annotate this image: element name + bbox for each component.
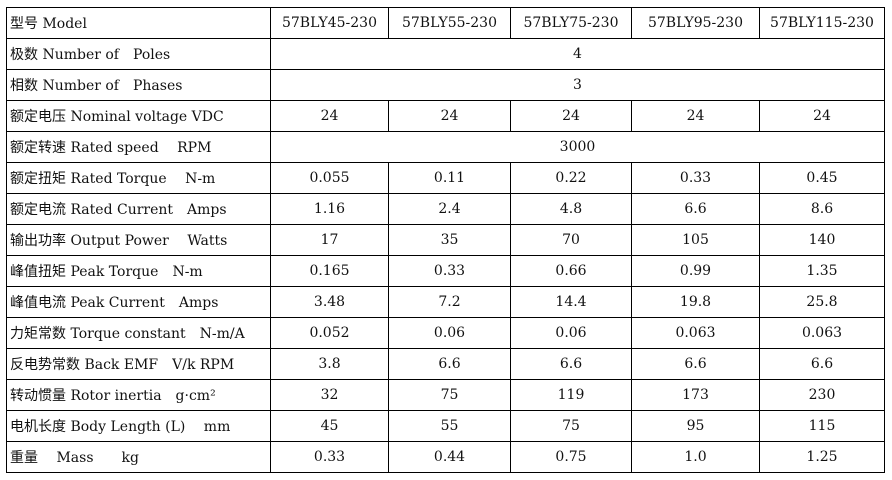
spec-value-cell: 55 bbox=[388, 410, 511, 442]
spec-label-cell: 额定电流 Rated Current Amps bbox=[6, 193, 271, 225]
spec-value-cell: 75 bbox=[388, 379, 511, 411]
spec-label-cell: 输出功率 Output Power Watts bbox=[6, 224, 271, 256]
spec-value-cell: 0.22 bbox=[510, 162, 632, 194]
spec-value-cell: 0.66 bbox=[510, 255, 632, 287]
spec-row: 额定扭矩 Rated Torque N-m 0.055 0.11 0.22 0.33 0.… bbox=[6, 162, 885, 194]
spec-value-cell: 0.055 bbox=[270, 162, 389, 194]
spec-row: 额定电流 Rated Current Amps 1.16 2.4 4.8 6.6 8.6 bbox=[6, 193, 885, 225]
spec-value-cell: 8.6 bbox=[759, 193, 885, 225]
spec-value-cell: 3.48 bbox=[270, 286, 389, 318]
spec-label-cell: 反电势常数 Back EMF V/k RPM bbox=[6, 348, 271, 380]
spec-value-cell: 0.45 bbox=[759, 162, 885, 194]
spec-shared-value-cell: 3 bbox=[270, 69, 885, 101]
spec-row: 转动惯量 Rotor inertia g·cm² 32 75 119 173 230 bbox=[6, 379, 885, 411]
spec-value-cell: 14.4 bbox=[510, 286, 632, 318]
spec-value-cell: 115 bbox=[759, 410, 885, 442]
spec-value-cell: 1.35 bbox=[759, 255, 885, 287]
spec-value-cell: 25.8 bbox=[759, 286, 885, 318]
spec-row: 额定转速 Rated speed RPM 3000 bbox=[6, 131, 885, 163]
spec-label-cell: 额定转速 Rated speed RPM bbox=[6, 131, 271, 163]
model-cell: 57BLY115-230 bbox=[759, 7, 885, 39]
spec-value-cell: 24 bbox=[388, 100, 511, 132]
spec-label-cell: 极数 Number of Poles bbox=[6, 38, 271, 70]
spec-value-cell: 105 bbox=[631, 224, 760, 256]
spec-value-cell: 0.75 bbox=[510, 441, 632, 473]
spec-value-cell: 19.8 bbox=[631, 286, 760, 318]
spec-value-cell: 6.6 bbox=[631, 348, 760, 380]
spec-label-cell: 峰值扭矩 Peak Torque N-m bbox=[6, 255, 271, 287]
spec-row: 反电势常数 Back EMF V/k RPM 3.8 6.6 6.6 6.6 6.6 bbox=[6, 348, 885, 380]
spec-shared-value-cell: 4 bbox=[270, 38, 885, 70]
spec-label-cell: 相数 Number of Phases bbox=[6, 69, 271, 101]
spec-value-cell: 6.6 bbox=[510, 348, 632, 380]
header-label-cell: 型号 Model bbox=[6, 7, 271, 39]
spec-value-cell: 0.06 bbox=[510, 317, 632, 349]
spec-label-cell: 峰值电流 Peak Current Amps bbox=[6, 286, 271, 318]
spec-value-cell: 75 bbox=[510, 410, 632, 442]
spec-value-cell: 45 bbox=[270, 410, 389, 442]
spec-value-cell: 0.06 bbox=[388, 317, 511, 349]
spec-value-cell: 6.6 bbox=[759, 348, 885, 380]
header-row: 型号 Model 57BLY45-230 57BLY55-230 57BLY75… bbox=[6, 7, 885, 39]
spec-value-cell: 1.0 bbox=[631, 441, 760, 473]
spec-row: 重量 Mass kg 0.33 0.44 0.75 1.0 1.25 bbox=[6, 441, 885, 473]
spec-row: 相数 Number of Phases 3 bbox=[6, 69, 885, 101]
spec-value-cell: 24 bbox=[631, 100, 760, 132]
spec-value-cell: 119 bbox=[510, 379, 632, 411]
spec-value-cell: 1.25 bbox=[759, 441, 885, 473]
spec-row: 电机长度 Body Length (L) mm 45 55 75 95 115 bbox=[6, 410, 885, 442]
spec-value-cell: 35 bbox=[388, 224, 511, 256]
spec-value-cell: 70 bbox=[510, 224, 632, 256]
spec-value-cell: 140 bbox=[759, 224, 885, 256]
spec-value-cell: 32 bbox=[270, 379, 389, 411]
spec-value-cell: 0.33 bbox=[270, 441, 389, 473]
spec-row: 力矩常数 Torque constant N-m/A 0.052 0.06 0.06 0… bbox=[6, 317, 885, 349]
spec-value-cell: 3.8 bbox=[270, 348, 389, 380]
model-cell: 57BLY75-230 bbox=[510, 7, 632, 39]
spec-value-cell: 0.33 bbox=[388, 255, 511, 287]
spec-label-cell: 转动惯量 Rotor inertia g·cm² bbox=[6, 379, 271, 411]
spec-row: 峰值扭矩 Peak Torque N-m 0.165 0.33 0.66 0.99 1.3… bbox=[6, 255, 885, 287]
spec-value-cell: 95 bbox=[631, 410, 760, 442]
spec-label-cell: 额定电压 Nominal voltage VDC bbox=[6, 100, 271, 132]
spec-value-cell: 7.2 bbox=[388, 286, 511, 318]
spec-table-body: 型号 Model 57BLY45-230 57BLY55-230 57BLY75… bbox=[6, 7, 885, 473]
spec-row: 输出功率 Output Power Watts 17 35 70 105 140 bbox=[6, 224, 885, 256]
spec-value-cell: 0.165 bbox=[270, 255, 389, 287]
spec-value-cell: 0.11 bbox=[388, 162, 511, 194]
spec-value-cell: 0.063 bbox=[759, 317, 885, 349]
spec-label-cell: 力矩常数 Torque constant N-m/A bbox=[6, 317, 271, 349]
model-cell: 57BLY45-230 bbox=[270, 7, 389, 39]
spec-label-cell: 电机长度 Body Length (L) mm bbox=[6, 410, 271, 442]
motor-spec-table: 型号 Model 57BLY45-230 57BLY55-230 57BLY75… bbox=[6, 7, 885, 473]
spec-value-cell: 24 bbox=[510, 100, 632, 132]
spec-value-cell: 0.44 bbox=[388, 441, 511, 473]
spec-shared-value-cell: 3000 bbox=[270, 131, 885, 163]
spec-label-cell: 额定扭矩 Rated Torque N-m bbox=[6, 162, 271, 194]
spec-row: 额定电压 Nominal voltage VDC 24 24 24 24 24 bbox=[6, 100, 885, 132]
spec-value-cell: 1.16 bbox=[270, 193, 389, 225]
model-cell: 57BLY55-230 bbox=[388, 7, 511, 39]
spec-value-cell: 0.052 bbox=[270, 317, 389, 349]
spec-value-cell: 2.4 bbox=[388, 193, 511, 225]
spec-value-cell: 0.33 bbox=[631, 162, 760, 194]
spec-row: 极数 Number of Poles 4 bbox=[6, 38, 885, 70]
spec-row: 峰值电流 Peak Current Amps 3.48 7.2 14.4 19.8 25.… bbox=[6, 286, 885, 318]
spec-value-cell: 24 bbox=[759, 100, 885, 132]
spec-value-cell: 6.6 bbox=[388, 348, 511, 380]
spec-value-cell: 230 bbox=[759, 379, 885, 411]
spec-value-cell: 0.99 bbox=[631, 255, 760, 287]
spec-value-cell: 173 bbox=[631, 379, 760, 411]
model-cell: 57BLY95-230 bbox=[631, 7, 760, 39]
spec-value-cell: 0.063 bbox=[631, 317, 760, 349]
spec-value-cell: 24 bbox=[270, 100, 389, 132]
spec-value-cell: 6.6 bbox=[631, 193, 760, 225]
spec-value-cell: 17 bbox=[270, 224, 389, 256]
spec-value-cell: 4.8 bbox=[510, 193, 632, 225]
spec-label-cell: 重量 Mass kg bbox=[6, 441, 271, 473]
